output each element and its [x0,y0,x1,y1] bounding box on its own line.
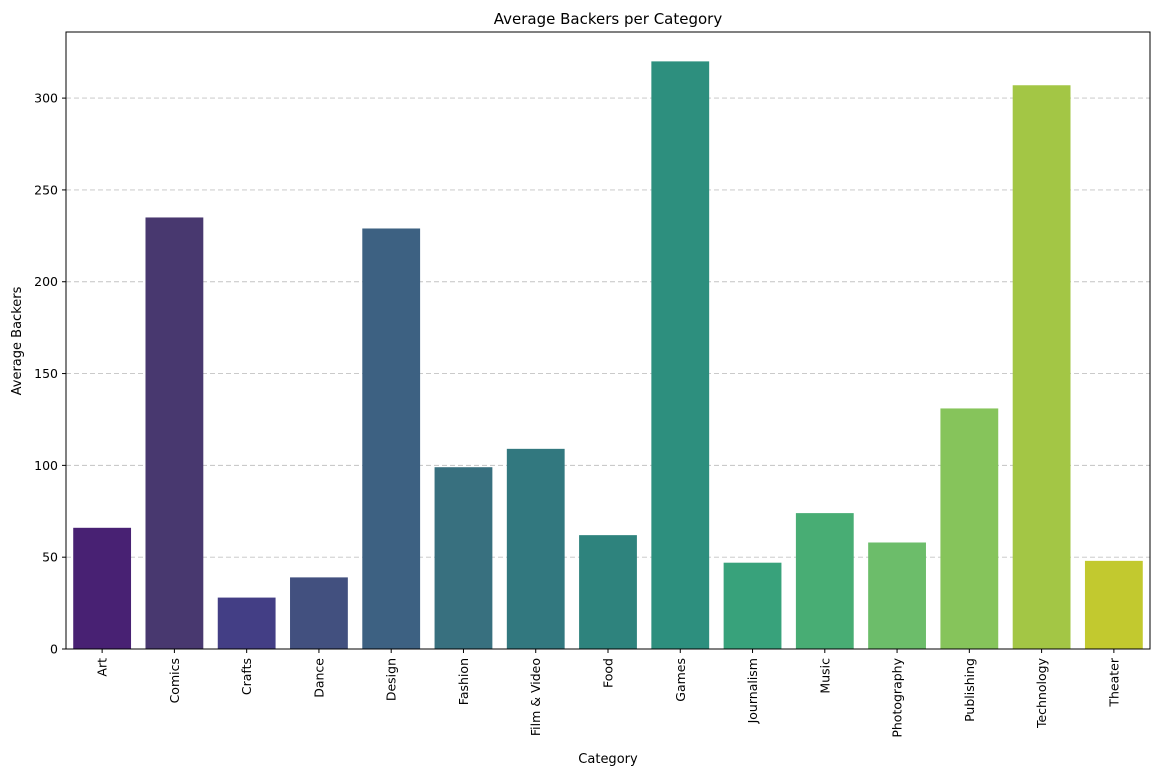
chart-title: Average Backers per Category [494,10,723,28]
bar-5 [434,467,493,649]
y-tick-label-1: 50 [42,550,58,565]
bar-8 [651,61,710,649]
x-tick-label-6: Film & Video [528,658,543,736]
x-tick-label-9: Journalism [745,658,760,724]
grid-lines [66,97,1150,558]
bar-2 [217,597,276,649]
y-tick-label-3: 150 [34,366,58,381]
y-axis-label: Average Backers [10,286,25,395]
bar-0 [73,527,132,649]
bars [73,61,1143,650]
bar-12 [940,408,999,649]
x-tick-label-10: Music [817,658,832,694]
bar-13 [1012,85,1071,649]
x-tick-label-7: Food [601,658,616,688]
bar-9 [723,562,782,649]
y-tick-label-2: 100 [34,458,58,473]
x-tick-label-4: Design [384,658,399,701]
bar-7 [579,535,637,649]
bar-11 [868,542,926,649]
bar-10 [795,513,854,649]
x-tick-label-13: Technology [1034,657,1049,729]
bar-3 [290,577,348,649]
x-tick-label-14: Theater [1106,657,1121,707]
x-tick-label-8: Games [673,658,688,702]
y-tick-label-4: 200 [34,274,58,289]
bar-4 [362,228,421,650]
x-tick-label-11: Photography [890,657,905,737]
x-axis-label: Category [578,752,638,767]
bar-14 [1084,560,1143,649]
y-axis: 0 50 100 150 200 250 300 [34,91,66,657]
x-axis: Art Comics Crafts Dance Design Fashion Film & … [95,649,1121,738]
y-tick-label-6: 300 [34,91,58,106]
bar-6 [506,448,565,649]
x-tick-label-12: Publishing [962,658,977,722]
x-tick-label-1: Comics [167,658,182,703]
bar-1 [145,217,204,649]
x-tick-label-3: Dance [311,658,326,698]
y-tick-label-5: 250 [34,182,58,197]
x-tick-label-0: Art [95,658,110,677]
x-tick-label-5: Fashion [456,658,471,705]
y-tick-label-0: 0 [50,642,58,657]
x-tick-label-2: Crafts [239,658,254,695]
